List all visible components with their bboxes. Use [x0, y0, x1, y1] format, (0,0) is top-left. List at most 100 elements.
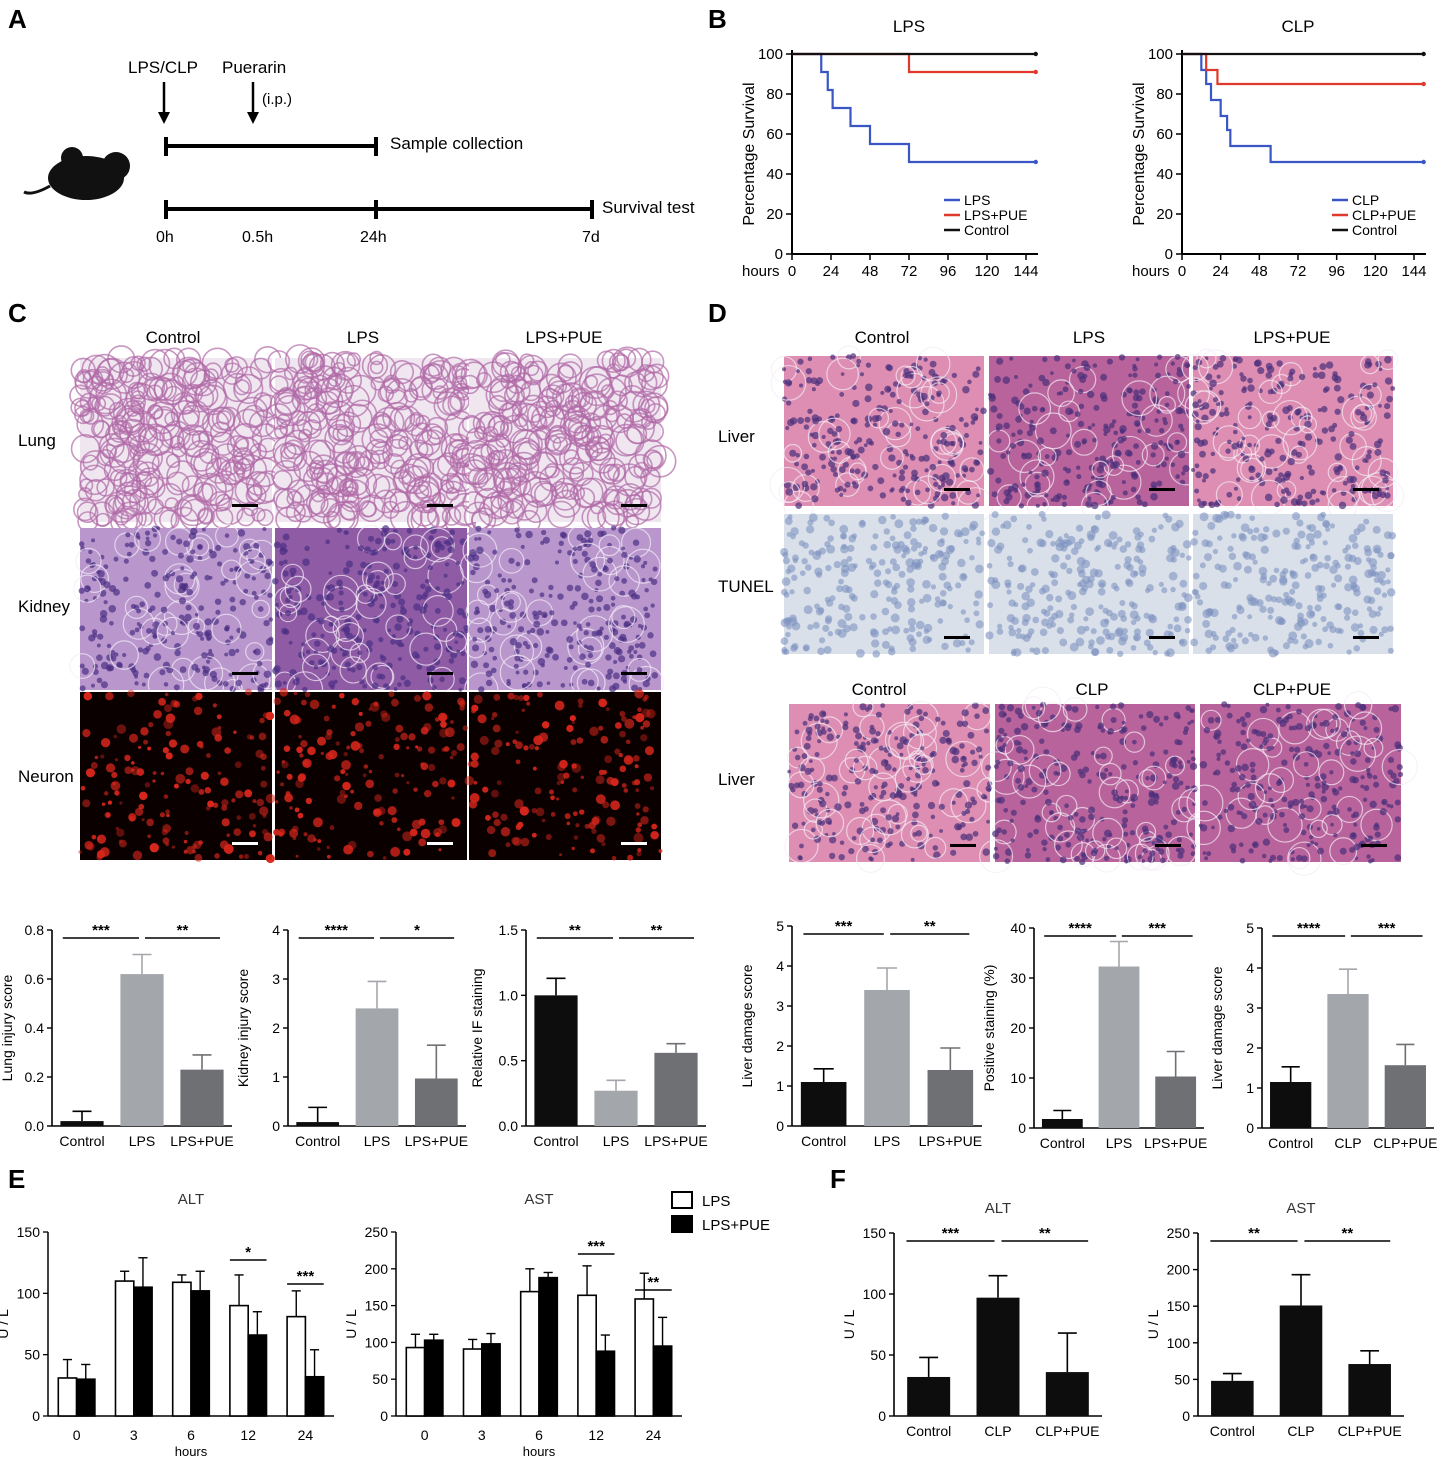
y-tick-label: 100	[863, 1286, 887, 1302]
x-tick-label: 96	[1328, 263, 1345, 280]
x-tick-label: 6	[187, 1427, 195, 1443]
y-tick-label: 250	[365, 1224, 389, 1240]
tick-7d: 7d	[582, 229, 600, 246]
y-tick-label: 20	[766, 206, 783, 223]
y-tick-label: 50	[870, 1347, 886, 1363]
micrograph-neuron-lps	[273, 688, 469, 860]
y-tick-label: 100	[1167, 1335, 1191, 1351]
y-tick-label: 40	[1156, 166, 1173, 183]
y-tick-label: 5	[776, 918, 784, 934]
y-tick-label: 0	[776, 1118, 784, 1134]
x-tick-label: Control	[1210, 1423, 1255, 1439]
bar-lps	[519, 1290, 540, 1417]
tick-0-5h: 0.5h	[242, 229, 273, 246]
y-tick-label: 0	[878, 1408, 886, 1424]
bar-lps-pue	[654, 1052, 698, 1126]
y-tick-label: 30	[1010, 970, 1026, 986]
d-col-header-lps-pue: LPS+PUE	[1253, 328, 1330, 347]
x-tick-label: 0	[788, 263, 796, 280]
x-tick-label: 72	[901, 263, 918, 280]
y-tick-label: 40	[1010, 920, 1026, 936]
y-tick-label: 4	[776, 958, 784, 974]
significance-label: *	[245, 1244, 251, 1261]
d-col-header-clp: CLP	[1075, 680, 1108, 699]
legend-label: CLP	[1352, 192, 1379, 208]
y-axis-label: Liver damage score	[1209, 966, 1225, 1089]
bar-lps	[864, 990, 910, 1126]
survival-line-lps	[792, 52, 1036, 164]
bar-lps-pue	[180, 1069, 224, 1126]
panel-a-schematic: LPS/CLP Puerarin (i.p.) Sample collectio…	[23, 58, 695, 246]
bar-control	[1041, 1119, 1083, 1128]
y-tick-label: 5	[1246, 920, 1254, 936]
legend-label: Control	[964, 222, 1009, 238]
legend-label: LPS	[964, 192, 990, 208]
micrograph-kidney-control	[69, 523, 283, 703]
x-tick-label: LPS	[129, 1133, 155, 1149]
bar-control	[534, 995, 578, 1126]
y-tick-label: 0	[1246, 1120, 1254, 1136]
y-tick-label: 200	[365, 1261, 389, 1277]
x-tick-label: 3	[130, 1427, 138, 1443]
bar-lps-pue	[190, 1290, 211, 1417]
x-tick-label: CLP+PUE	[1035, 1423, 1099, 1439]
x-tick-label: CLP	[984, 1423, 1011, 1439]
y-tick-label: 1	[272, 1069, 280, 1085]
d-col-header-lps: LPS	[1073, 328, 1105, 347]
micrograph-lung-control	[69, 345, 285, 536]
puerarin-label: Puerarin	[222, 58, 286, 77]
chart-title: LPS	[893, 17, 925, 36]
bar-lps-pue	[595, 1350, 616, 1417]
micrograph-liver-control	[769, 345, 994, 524]
significance-label: **	[924, 918, 936, 935]
legend-label: Control	[1352, 222, 1397, 238]
x-tick-label: 24	[1212, 263, 1229, 280]
x-tick-label: LPS+PUE	[919, 1133, 982, 1149]
y-tick-label: 150	[863, 1225, 887, 1241]
y-tick-label: 1.0	[499, 987, 519, 1003]
bar-lps-pue	[247, 1334, 268, 1417]
significance-label: ***	[587, 1238, 605, 1255]
panel-letter-d: D	[708, 298, 727, 328]
legend-label: LPS+PUE	[964, 207, 1027, 223]
x-tick-label: LPS+PUE	[170, 1133, 233, 1149]
x-tick-label: 24	[646, 1427, 662, 1443]
significance-label: **	[648, 1274, 660, 1291]
x-tick-label: 3	[478, 1427, 486, 1443]
survival-chart-clp: CLP 0 20 40 60 80 100 0 24 48 72 96 120 144 hours Perce…	[1131, 17, 1427, 280]
survival-chart-lps: LPS 0 20 40 60 80 100 0 24 48 72 96 120 144 hours Perce…	[741, 17, 1039, 280]
x-tick-label: LPS+PUE	[405, 1133, 468, 1149]
micrograph-liver-clp-clp	[979, 686, 1210, 874]
bar-lps-pue	[304, 1375, 325, 1417]
bar-chart-kidney-injury: 0 1 2 3 4 Kidney injury score Control LPS LPS+PU…	[235, 922, 468, 1149]
bar-chart-if-staining: 0.0 0.5 1.0 1.5 Relative IF staining Control L…	[469, 922, 708, 1149]
bar-lps-pue	[1155, 1076, 1197, 1128]
bar-lps-pue	[538, 1276, 559, 1417]
x-tick-label: 24	[823, 263, 840, 280]
y-axis-label: Lung injury score	[0, 974, 15, 1081]
x-tick-label: 120	[1363, 263, 1388, 280]
x-tick-label: Control	[1268, 1135, 1313, 1151]
bar-clp	[1327, 994, 1369, 1128]
legend-label-lps-pue: LPS+PUE	[702, 1217, 770, 1234]
bar-control	[296, 1122, 340, 1126]
chart-title: CLP	[1281, 17, 1314, 36]
x-tick-label: Control	[59, 1133, 104, 1149]
y-tick-label: 0	[775, 246, 783, 263]
row-label-kidney: Kidney	[18, 597, 70, 616]
significance-label: ***	[1148, 920, 1166, 937]
y-tick-label: 150	[1167, 1298, 1191, 1314]
y-tick-label: 150	[17, 1224, 41, 1240]
x-tick-label: 96	[940, 263, 957, 280]
y-axis-label: U / L	[841, 1310, 857, 1340]
panel-c-micrographs: Control LPS LPS+PUE Lung Kidney Neuron	[18, 328, 677, 864]
legend-swatch-lps-pue	[671, 1215, 693, 1233]
significance-label: **	[651, 922, 663, 939]
micrograph-kidney-lps-pue	[459, 525, 665, 707]
y-tick-label: 60	[1156, 126, 1173, 143]
bar-lps	[120, 974, 164, 1126]
y-tick-label: 3	[1246, 1000, 1254, 1016]
bar-lps-pue	[423, 1339, 444, 1417]
